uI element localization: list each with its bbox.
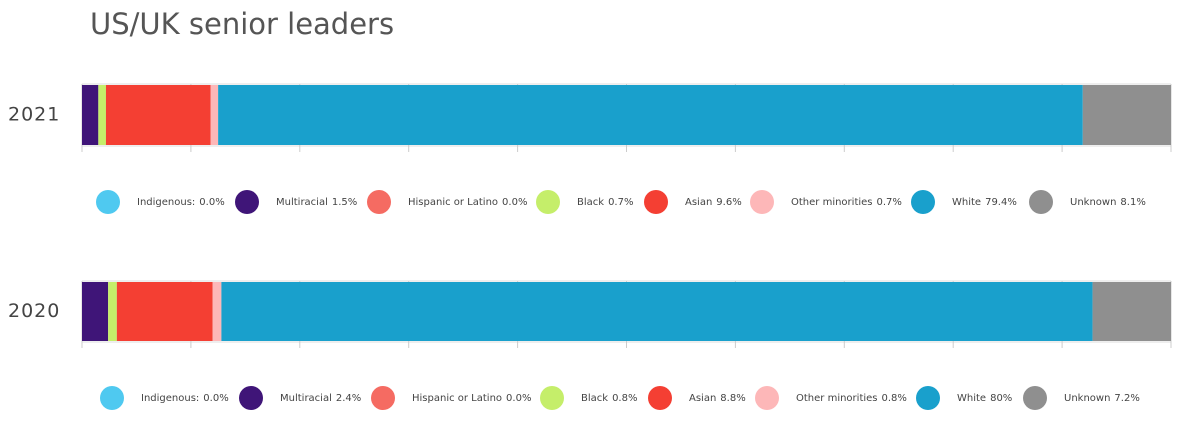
legend-name: Asian <box>689 393 716 404</box>
legend-name: Indigenous: <box>137 197 195 208</box>
bar-segment <box>210 85 219 145</box>
legend-value: 7.2% <box>1114 393 1139 404</box>
bar-segment <box>105 85 211 145</box>
bar-segment <box>221 282 1093 341</box>
legend-label: Hispanic or Latino 0.0% <box>408 197 527 208</box>
legend-value: 1.5% <box>332 197 357 208</box>
legend-value: 0.0% <box>203 393 228 404</box>
bar-segment <box>82 85 99 145</box>
legend-value: 80% <box>990 393 1012 404</box>
legend-value: 9.6% <box>716 197 741 208</box>
legend-label: Multiracial 1.5% <box>276 197 357 208</box>
legend-value: 8.1% <box>1120 197 1145 208</box>
bar-segment <box>212 282 222 341</box>
chart-title: US/UK senior leaders <box>90 7 394 41</box>
legend-name: Unknown <box>1064 393 1110 404</box>
category-label: 2021 <box>8 104 60 126</box>
legend-name: Hispanic or Latino <box>408 197 498 208</box>
bar-segment <box>218 85 1083 145</box>
bar-segment <box>1082 85 1171 145</box>
legend-label: Unknown 8.1% <box>1070 197 1146 208</box>
legend-swatch <box>540 386 564 410</box>
legend-name: Hispanic or Latino <box>412 393 502 404</box>
legend-swatch <box>916 386 940 410</box>
legend-label: Black 0.8% <box>581 393 637 404</box>
legend-swatch <box>96 190 120 214</box>
legend-label: Other minorities 0.7% <box>791 197 902 208</box>
legend-name: Black <box>577 197 604 208</box>
legend-value: 0.0% <box>502 197 527 208</box>
legend-name: Asian <box>685 197 712 208</box>
legend-swatch <box>1023 386 1047 410</box>
legend-value: 79.4% <box>985 197 1017 208</box>
legend-name: White <box>952 197 981 208</box>
legend-name: Unknown <box>1070 197 1116 208</box>
bar-segment <box>116 282 213 341</box>
bar-segment <box>108 282 117 341</box>
legend-label: Asian 9.6% <box>685 197 742 208</box>
legend-label: Black 0.7% <box>577 197 633 208</box>
legend-swatch <box>371 386 395 410</box>
legend-label: Asian 8.8% <box>689 393 746 404</box>
legend-name: Other minorities <box>791 197 873 208</box>
legend-value: 0.8% <box>612 393 637 404</box>
legend-swatch <box>644 190 668 214</box>
legend-label: Indigenous: 0.0% <box>137 197 225 208</box>
bar-segment <box>1092 282 1171 341</box>
legend-value: 0.7% <box>877 197 902 208</box>
legend-value: 0.0% <box>199 197 224 208</box>
legend-name: Black <box>581 393 608 404</box>
bar-segment <box>98 85 106 145</box>
legend-value: 2.4% <box>336 393 361 404</box>
legend-value: 0.7% <box>608 197 633 208</box>
legend-label: Multiracial 2.4% <box>280 393 361 404</box>
legend-swatch <box>750 190 774 214</box>
legend-swatch <box>235 190 259 214</box>
legend-name: Indigenous: <box>141 393 199 404</box>
legend-name: Other minorities <box>796 393 878 404</box>
legend-swatch <box>536 190 560 214</box>
legend-swatch <box>1029 190 1053 214</box>
legend-value: 8.8% <box>720 393 745 404</box>
category-label: 2020 <box>8 300 60 322</box>
legend-value: 0.8% <box>882 393 907 404</box>
legend-label: Unknown 7.2% <box>1064 393 1140 404</box>
legend-label: Hispanic or Latino 0.0% <box>412 393 531 404</box>
legend-swatch <box>100 386 124 410</box>
legend-label: White 80% <box>957 393 1012 404</box>
legend-name: White <box>957 393 986 404</box>
legend-swatch <box>911 190 935 214</box>
legend-label: Other minorities 0.8% <box>796 393 907 404</box>
legend-swatch <box>755 386 779 410</box>
legend-label: Indigenous: 0.0% <box>141 393 229 404</box>
legend-name: Multiracial <box>276 197 328 208</box>
bar-segment <box>82 282 109 341</box>
legend-name: Multiracial <box>280 393 332 404</box>
legend-value: 0.0% <box>506 393 531 404</box>
legend-swatch <box>239 386 263 410</box>
legend-swatch <box>367 190 391 214</box>
legend-label: White 79.4% <box>952 197 1017 208</box>
legend-swatch <box>648 386 672 410</box>
